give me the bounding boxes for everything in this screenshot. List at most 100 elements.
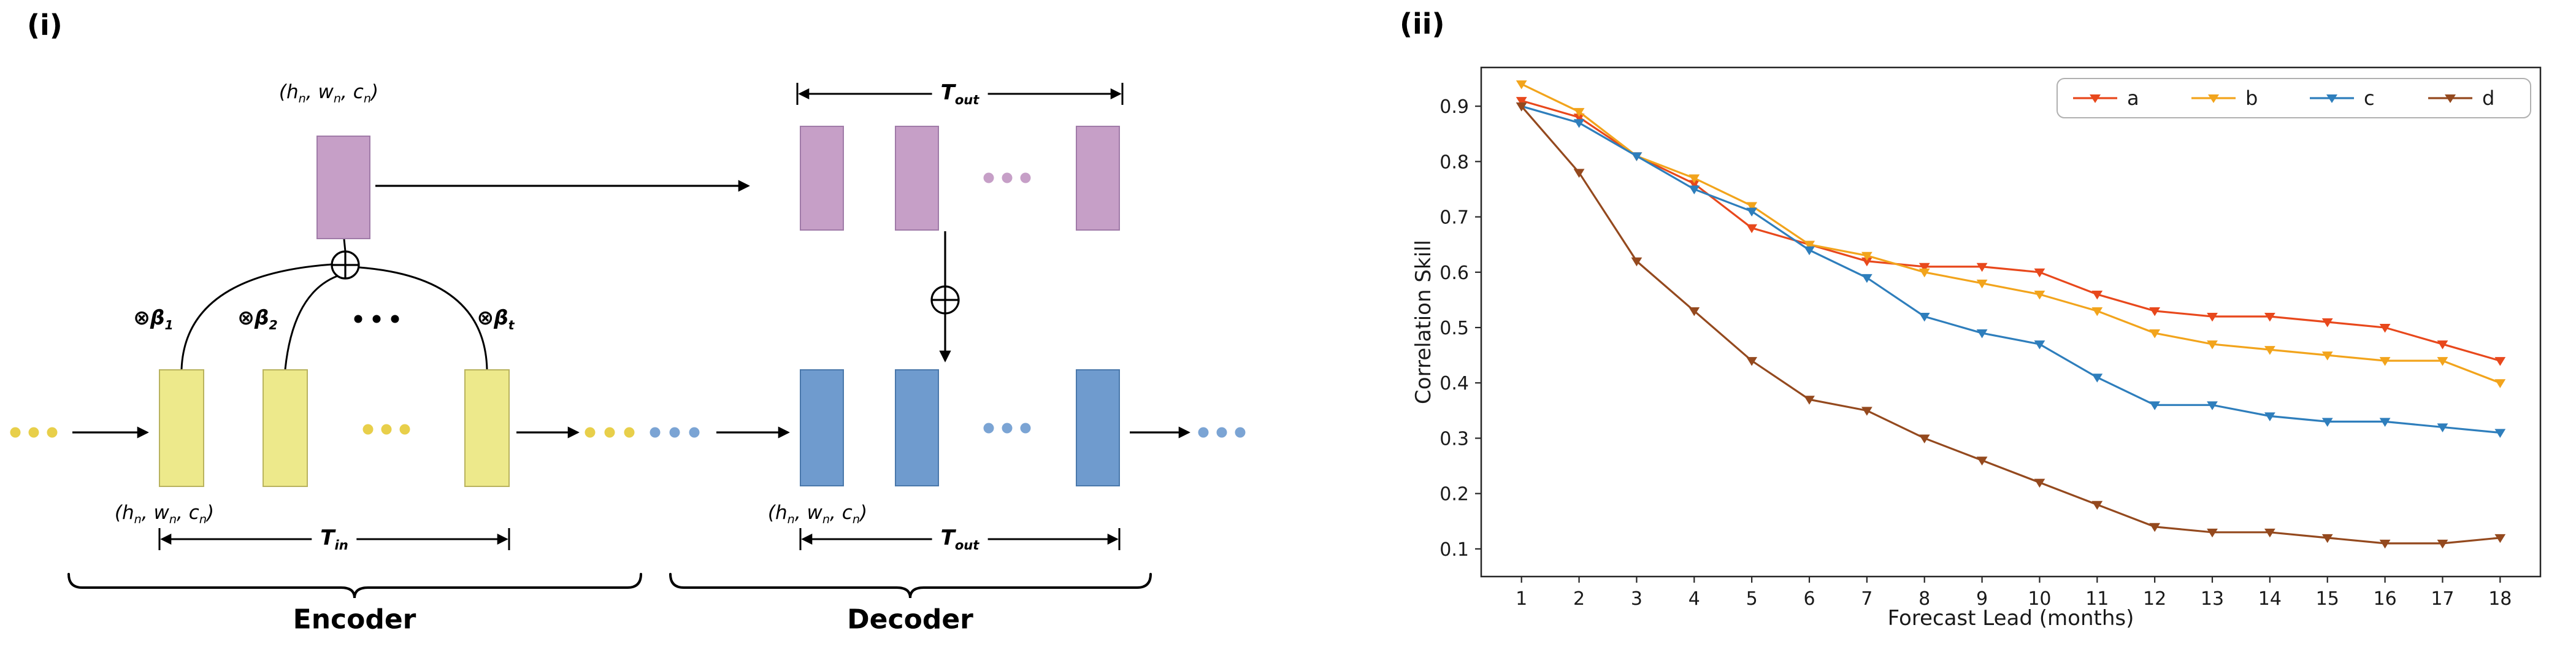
decoder-state-block-1 [800, 126, 844, 231]
x-tick-label: 16 [2373, 588, 2396, 610]
series-marker-c [2264, 412, 2275, 421]
series-marker-b [2379, 357, 2391, 366]
decoder-brace [669, 573, 1152, 599]
y-tick-label: 0.8 [1439, 151, 1469, 173]
series-marker-b [1861, 251, 1873, 261]
series-marker-c [1976, 329, 1988, 339]
series-marker-a [2034, 268, 2045, 278]
series-marker-d [1689, 307, 1700, 316]
series-marker-b [1689, 174, 1700, 183]
decoder-state-block-2 [895, 126, 939, 231]
series-marker-a [2091, 290, 2103, 300]
x-tick-label: 2 [1573, 588, 1585, 610]
attention-arc-2 [284, 275, 338, 370]
x-tick-label: 15 [2316, 588, 2339, 610]
y-tick-label: 0.6 [1439, 263, 1469, 284]
series-marker-c [1746, 207, 1758, 217]
y-tick-label: 0.5 [1439, 318, 1469, 339]
series-marker-c [2207, 401, 2218, 410]
ellipsis-transition [585, 427, 700, 438]
series-marker-a [1746, 224, 1758, 234]
y-axis-label: Correlation Skill [1411, 240, 1436, 404]
decoder-block-2 [895, 369, 939, 486]
y-tick-label: 0.1 [1439, 539, 1469, 561]
series-marker-d [2149, 523, 2161, 532]
series-marker-d [1976, 456, 1988, 466]
x-tick-label: 5 [1746, 588, 1758, 610]
series-marker-a [2264, 312, 2275, 322]
x-tick-label: 18 [2488, 588, 2512, 610]
series-marker-a [2379, 324, 2391, 333]
t-out-label-top: Tout [932, 80, 988, 107]
series-marker-c [1631, 152, 1643, 161]
series-marker-b [2264, 346, 2275, 355]
decoder-block-1 [800, 369, 844, 486]
series-marker-b [2149, 329, 2161, 339]
series-marker-d [2379, 539, 2391, 549]
attention-arc-t [359, 266, 488, 370]
series-marker-a [2207, 312, 2218, 322]
series-marker-d [1573, 169, 1585, 178]
legend-marker-a [2090, 94, 2101, 103]
ellipsis-yellow-mid [362, 424, 410, 435]
series-marker-c [2149, 401, 2161, 410]
series-marker-d [2437, 539, 2448, 549]
legend-marker-d [2445, 94, 2456, 103]
series-marker-c [2494, 429, 2506, 438]
series-marker-d [1631, 257, 1643, 267]
circled-plus-icon-decoder [930, 285, 960, 315]
encoder-brace [67, 573, 642, 599]
circled-plus-icon-encoder [331, 250, 360, 280]
x-axis-label: Forecast Lead (months) [1888, 606, 2134, 631]
y-tick-label: 0.9 [1439, 96, 1469, 118]
attention-arc-1 [180, 263, 333, 370]
series-marker-a [2494, 357, 2506, 366]
context-state-block [316, 136, 370, 239]
ellipsis-blue-decoder [983, 423, 1031, 434]
series-line-b [1521, 83, 2501, 384]
series-marker-d [2264, 528, 2275, 538]
panel-ii-label: (ii) [1400, 7, 1445, 40]
series-marker-d [1516, 102, 1527, 112]
series-marker-b [1976, 279, 1988, 289]
series-marker-c [1861, 274, 1873, 283]
state-dims-label-top: (hn, wn, cn) [278, 80, 379, 106]
series-line-c [1521, 105, 2501, 434]
series-marker-b [2321, 351, 2333, 361]
x-tick-label: 1 [1516, 588, 1527, 610]
series-marker-b [2034, 290, 2045, 300]
y-tick-label: 0.4 [1439, 373, 1469, 394]
x-tick-label: 11 [2085, 588, 2109, 610]
series-marker-c [2379, 418, 2391, 427]
series-marker-c [1689, 185, 1700, 194]
series-marker-c [1804, 246, 1815, 256]
series-marker-b [2207, 340, 2218, 350]
x-tick-label: 12 [2143, 588, 2166, 610]
state-dims-label-decoder: (hn, wn, cn) [767, 501, 868, 527]
series-marker-b [1804, 240, 1815, 250]
panel-i-label: (i) [27, 9, 63, 42]
legend-marker-c [2326, 94, 2337, 103]
series-marker-d [2091, 501, 2103, 510]
architecture-diagram [10, 83, 1246, 599]
legend-label-c: c [2364, 86, 2375, 110]
x-tick-label: 14 [2258, 588, 2282, 610]
x-tick-label: 9 [1976, 588, 1988, 610]
legend-label-d: d [2482, 86, 2494, 110]
series-marker-a [2149, 307, 2161, 316]
encoder-label: Encoder [293, 604, 416, 635]
series-marker-a [2437, 340, 2448, 350]
series-marker-c [2091, 374, 2103, 383]
legend-label-a: a [2127, 86, 2139, 110]
series-marker-a [1919, 263, 1930, 272]
beta-t-label: ⊗βt [477, 305, 515, 332]
x-tick-label: 13 [2201, 588, 2224, 610]
decoder-block-t [1076, 369, 1120, 486]
legend-label-b: b [2245, 86, 2258, 110]
series-marker-d [1746, 357, 1758, 366]
legend-marker-b [2208, 94, 2219, 103]
series-marker-c [1573, 119, 1585, 128]
series-marker-a [1516, 97, 1527, 106]
series-marker-b [2091, 307, 2103, 316]
ellipsis-blue-right [1198, 427, 1246, 438]
